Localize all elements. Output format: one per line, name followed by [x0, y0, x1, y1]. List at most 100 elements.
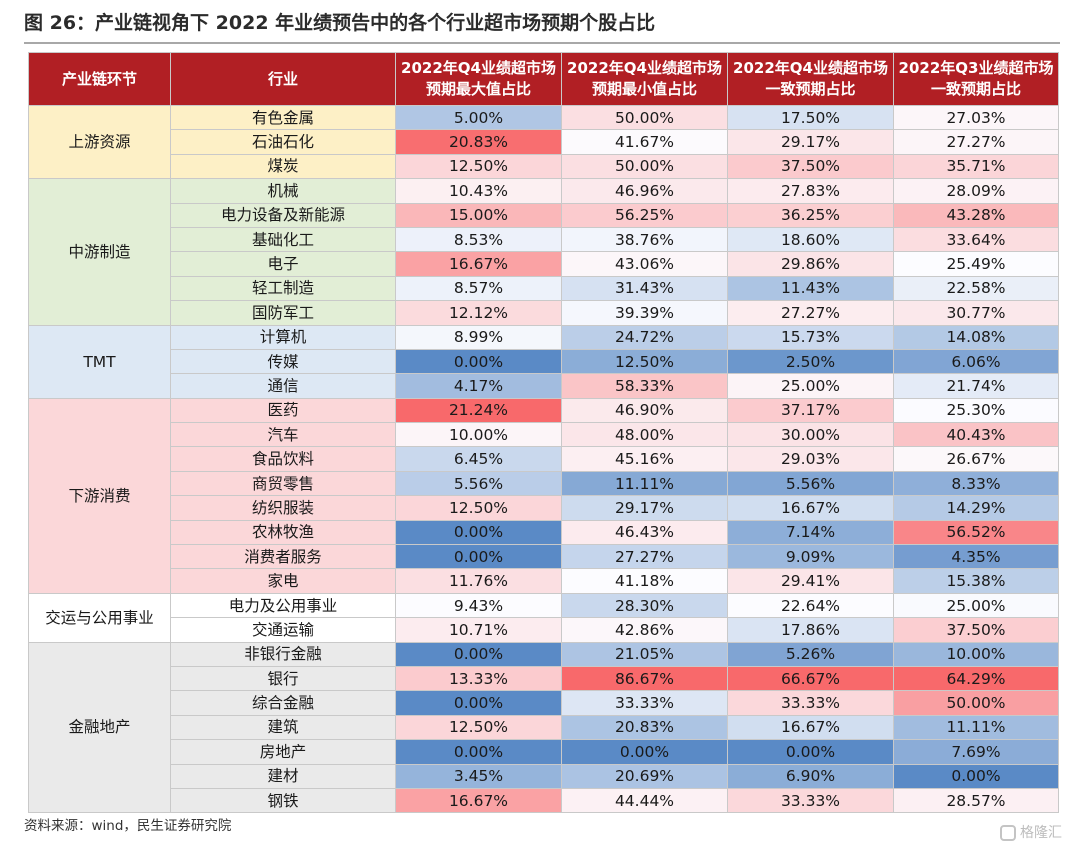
industry-cell: 纺织服装 — [170, 495, 396, 521]
value-cell-q3-consensus: 11.11% — [893, 714, 1059, 741]
value-cell-q4-consensus: 27.27% — [727, 300, 894, 326]
table-row: 电子 16.67% 43.06% 29.86% 25.49% — [29, 251, 1059, 277]
value-cell-q3-consensus: 25.49% — [893, 251, 1059, 277]
value-cell-q3-consensus: 28.09% — [893, 178, 1059, 204]
header-q4-consensus: 2022年Q4业绩超市场一致预期占比 — [727, 52, 894, 106]
value-cell-q4-max: 12.12% — [395, 300, 562, 326]
value-cell-q4-consensus: 7.14% — [727, 519, 894, 546]
value-cell-q4-max: 10.71% — [395, 617, 562, 643]
value-cell-q3-consensus: 8.33% — [893, 470, 1059, 497]
table-row: 基础化工 8.53% 38.76% 18.60% 33.64% — [29, 226, 1059, 253]
value-cell-q4-min: 46.43% — [561, 519, 728, 546]
value-cell-q4-consensus: 33.33% — [727, 690, 894, 716]
value-cell-q3-consensus: 6.06% — [893, 348, 1059, 375]
heatmap-table: 产业链环节 行业 2022年Q4业绩超市场预期最大值占比 2022年Q4业绩超市… — [28, 52, 1059, 814]
value-cell-q4-min: 50.00% — [561, 153, 728, 180]
industry-cell: 家电 — [170, 568, 396, 594]
table-row: 煤炭 12.50% 50.00% 37.50% 35.71% — [29, 153, 1059, 180]
value-cell-q4-max: 20.83% — [395, 129, 562, 155]
value-cell-q4-max: 5.56% — [395, 470, 562, 497]
header-row: 产业链环节 行业 2022年Q4业绩超市场预期最大值占比 2022年Q4业绩超市… — [28, 52, 1059, 106]
value-cell-q3-consensus: 56.52% — [893, 519, 1059, 546]
industry-cell: 交通运输 — [170, 617, 396, 643]
industry-cell: 传媒 — [170, 348, 396, 375]
value-cell-q3-consensus: 25.00% — [893, 592, 1059, 619]
value-cell-q4-min: 28.30% — [561, 592, 728, 619]
value-cell-q3-consensus: 50.00% — [893, 690, 1059, 716]
value-cell-q4-max: 0.00% — [395, 348, 562, 375]
value-cell-q3-consensus: 14.08% — [893, 324, 1059, 350]
value-cell-q4-max: 16.67% — [395, 787, 562, 814]
value-cell-q4-consensus: 25.00% — [727, 373, 894, 399]
value-cell-q4-consensus: 18.60% — [727, 226, 894, 253]
value-cell-q4-min: 39.39% — [561, 300, 728, 326]
industry-cell: 综合金融 — [170, 690, 396, 716]
value-cell-q4-consensus: 33.33% — [727, 787, 894, 814]
value-cell-q4-max: 10.00% — [395, 422, 562, 448]
value-cell-q4-min: 43.06% — [561, 251, 728, 277]
value-cell-q4-consensus: 29.17% — [727, 129, 894, 155]
value-cell-q3-consensus: 10.00% — [893, 641, 1059, 667]
value-cell-q4-consensus: 37.17% — [727, 397, 894, 424]
value-cell-q4-consensus: 6.90% — [727, 763, 894, 789]
table-row: 通信 4.17% 58.33% 25.00% 21.74% — [29, 373, 1059, 399]
industry-cell: 建筑 — [170, 714, 396, 741]
industry-cell: 商贸零售 — [170, 470, 396, 497]
value-cell-q4-min: 20.83% — [561, 714, 728, 741]
table-row: 国防军工 12.12% 39.39% 27.27% 30.77% — [29, 300, 1059, 326]
value-cell-q3-consensus: 27.27% — [893, 129, 1059, 155]
value-cell-q4-max: 0.00% — [395, 544, 562, 570]
value-cell-q4-max: 8.57% — [395, 275, 562, 302]
value-cell-q4-min: 50.00% — [561, 104, 728, 131]
industry-cell: 有色金属 — [170, 104, 396, 131]
value-cell-q4-consensus: 16.67% — [727, 714, 894, 741]
value-cell-q3-consensus: 15.38% — [893, 568, 1059, 594]
value-cell-q4-consensus: 15.73% — [727, 324, 894, 350]
industry-cell: 银行 — [170, 665, 396, 692]
value-cell-q4-min: 46.90% — [561, 397, 728, 424]
figure-title: 图 26：产业链视角下 2022 年业绩预告中的各个行业超市场预期个股占比 — [24, 12, 656, 34]
value-cell-q4-consensus: 27.83% — [727, 178, 894, 204]
value-cell-q4-consensus: 2.50% — [727, 348, 894, 375]
table-row: 农林牧渔 0.00% 46.43% 7.14% 56.52% — [29, 519, 1059, 546]
table-body: 上游资源 有色金属 5.00% 50.00% 17.50% 27.03% 石油石化 20.83… — [28, 104, 1059, 814]
value-cell-q4-min: 24.72% — [561, 324, 728, 350]
industry-cell: 机械 — [170, 178, 396, 204]
header-q4-min: 2022年Q4业绩超市场预期最小值占比 — [561, 52, 728, 106]
table-row: 钢铁 16.67% 44.44% 33.33% 28.57% — [29, 787, 1059, 814]
value-cell-q4-max: 3.45% — [395, 763, 562, 789]
header-industry: 行业 — [170, 52, 396, 106]
industry-cell: 消费者服务 — [170, 544, 396, 570]
industry-cell: 房地产 — [170, 739, 396, 765]
table-row: TMT 计算机 8.99% 24.72% 15.73% 14.08% — [28, 324, 1059, 399]
value-cell-q4-min: 58.33% — [561, 373, 728, 399]
value-cell-q4-max: 8.99% — [395, 324, 562, 350]
value-cell-q3-consensus: 4.35% — [893, 544, 1059, 570]
value-cell-q4-min: 38.76% — [561, 226, 728, 253]
table-row: 下游消费 医药 21.24% 46.90% 37.17% 25.30% — [28, 397, 1059, 594]
value-cell-q4-consensus: 29.41% — [727, 568, 894, 594]
value-cell-q3-consensus: 43.28% — [893, 202, 1059, 228]
value-cell-q4-max: 5.00% — [395, 104, 562, 131]
value-cell-q3-consensus: 37.50% — [893, 617, 1059, 643]
source-note: 资料来源：wind，民生证券研究院 — [24, 818, 232, 834]
segment-cell: 中游制造 — [28, 178, 171, 326]
value-cell-q4-consensus: 5.56% — [727, 470, 894, 497]
value-cell-q4-max: 16.67% — [395, 251, 562, 277]
value-cell-q3-consensus: 0.00% — [893, 763, 1059, 789]
table-row: 传媒 0.00% 12.50% 2.50% 6.06% — [29, 348, 1059, 375]
value-cell-q3-consensus: 28.57% — [893, 787, 1059, 814]
header-q3-consensus: 2022年Q3业绩超市场一致预期占比 — [893, 52, 1059, 106]
value-cell-q3-consensus: 33.64% — [893, 226, 1059, 253]
watermark: 格隆汇 — [1000, 822, 1062, 842]
segment-cell: 金融地产 — [28, 641, 171, 814]
table-row: 房地产 0.00% 0.00% 0.00% 7.69% — [29, 739, 1059, 765]
value-cell-q4-min: 44.44% — [561, 787, 728, 814]
value-cell-q4-max: 0.00% — [395, 519, 562, 546]
industry-cell: 食品饮料 — [170, 446, 396, 472]
table-row: 电力设备及新能源 15.00% 56.25% 36.25% 43.28% — [29, 202, 1059, 228]
table-row: 石油石化 20.83% 41.67% 29.17% 27.27% — [29, 129, 1059, 155]
industry-cell: 农林牧渔 — [170, 519, 396, 546]
table-row: 交通运输 10.71% 42.86% 17.86% 37.50% — [29, 617, 1059, 643]
segment-cell: 下游消费 — [28, 397, 171, 594]
